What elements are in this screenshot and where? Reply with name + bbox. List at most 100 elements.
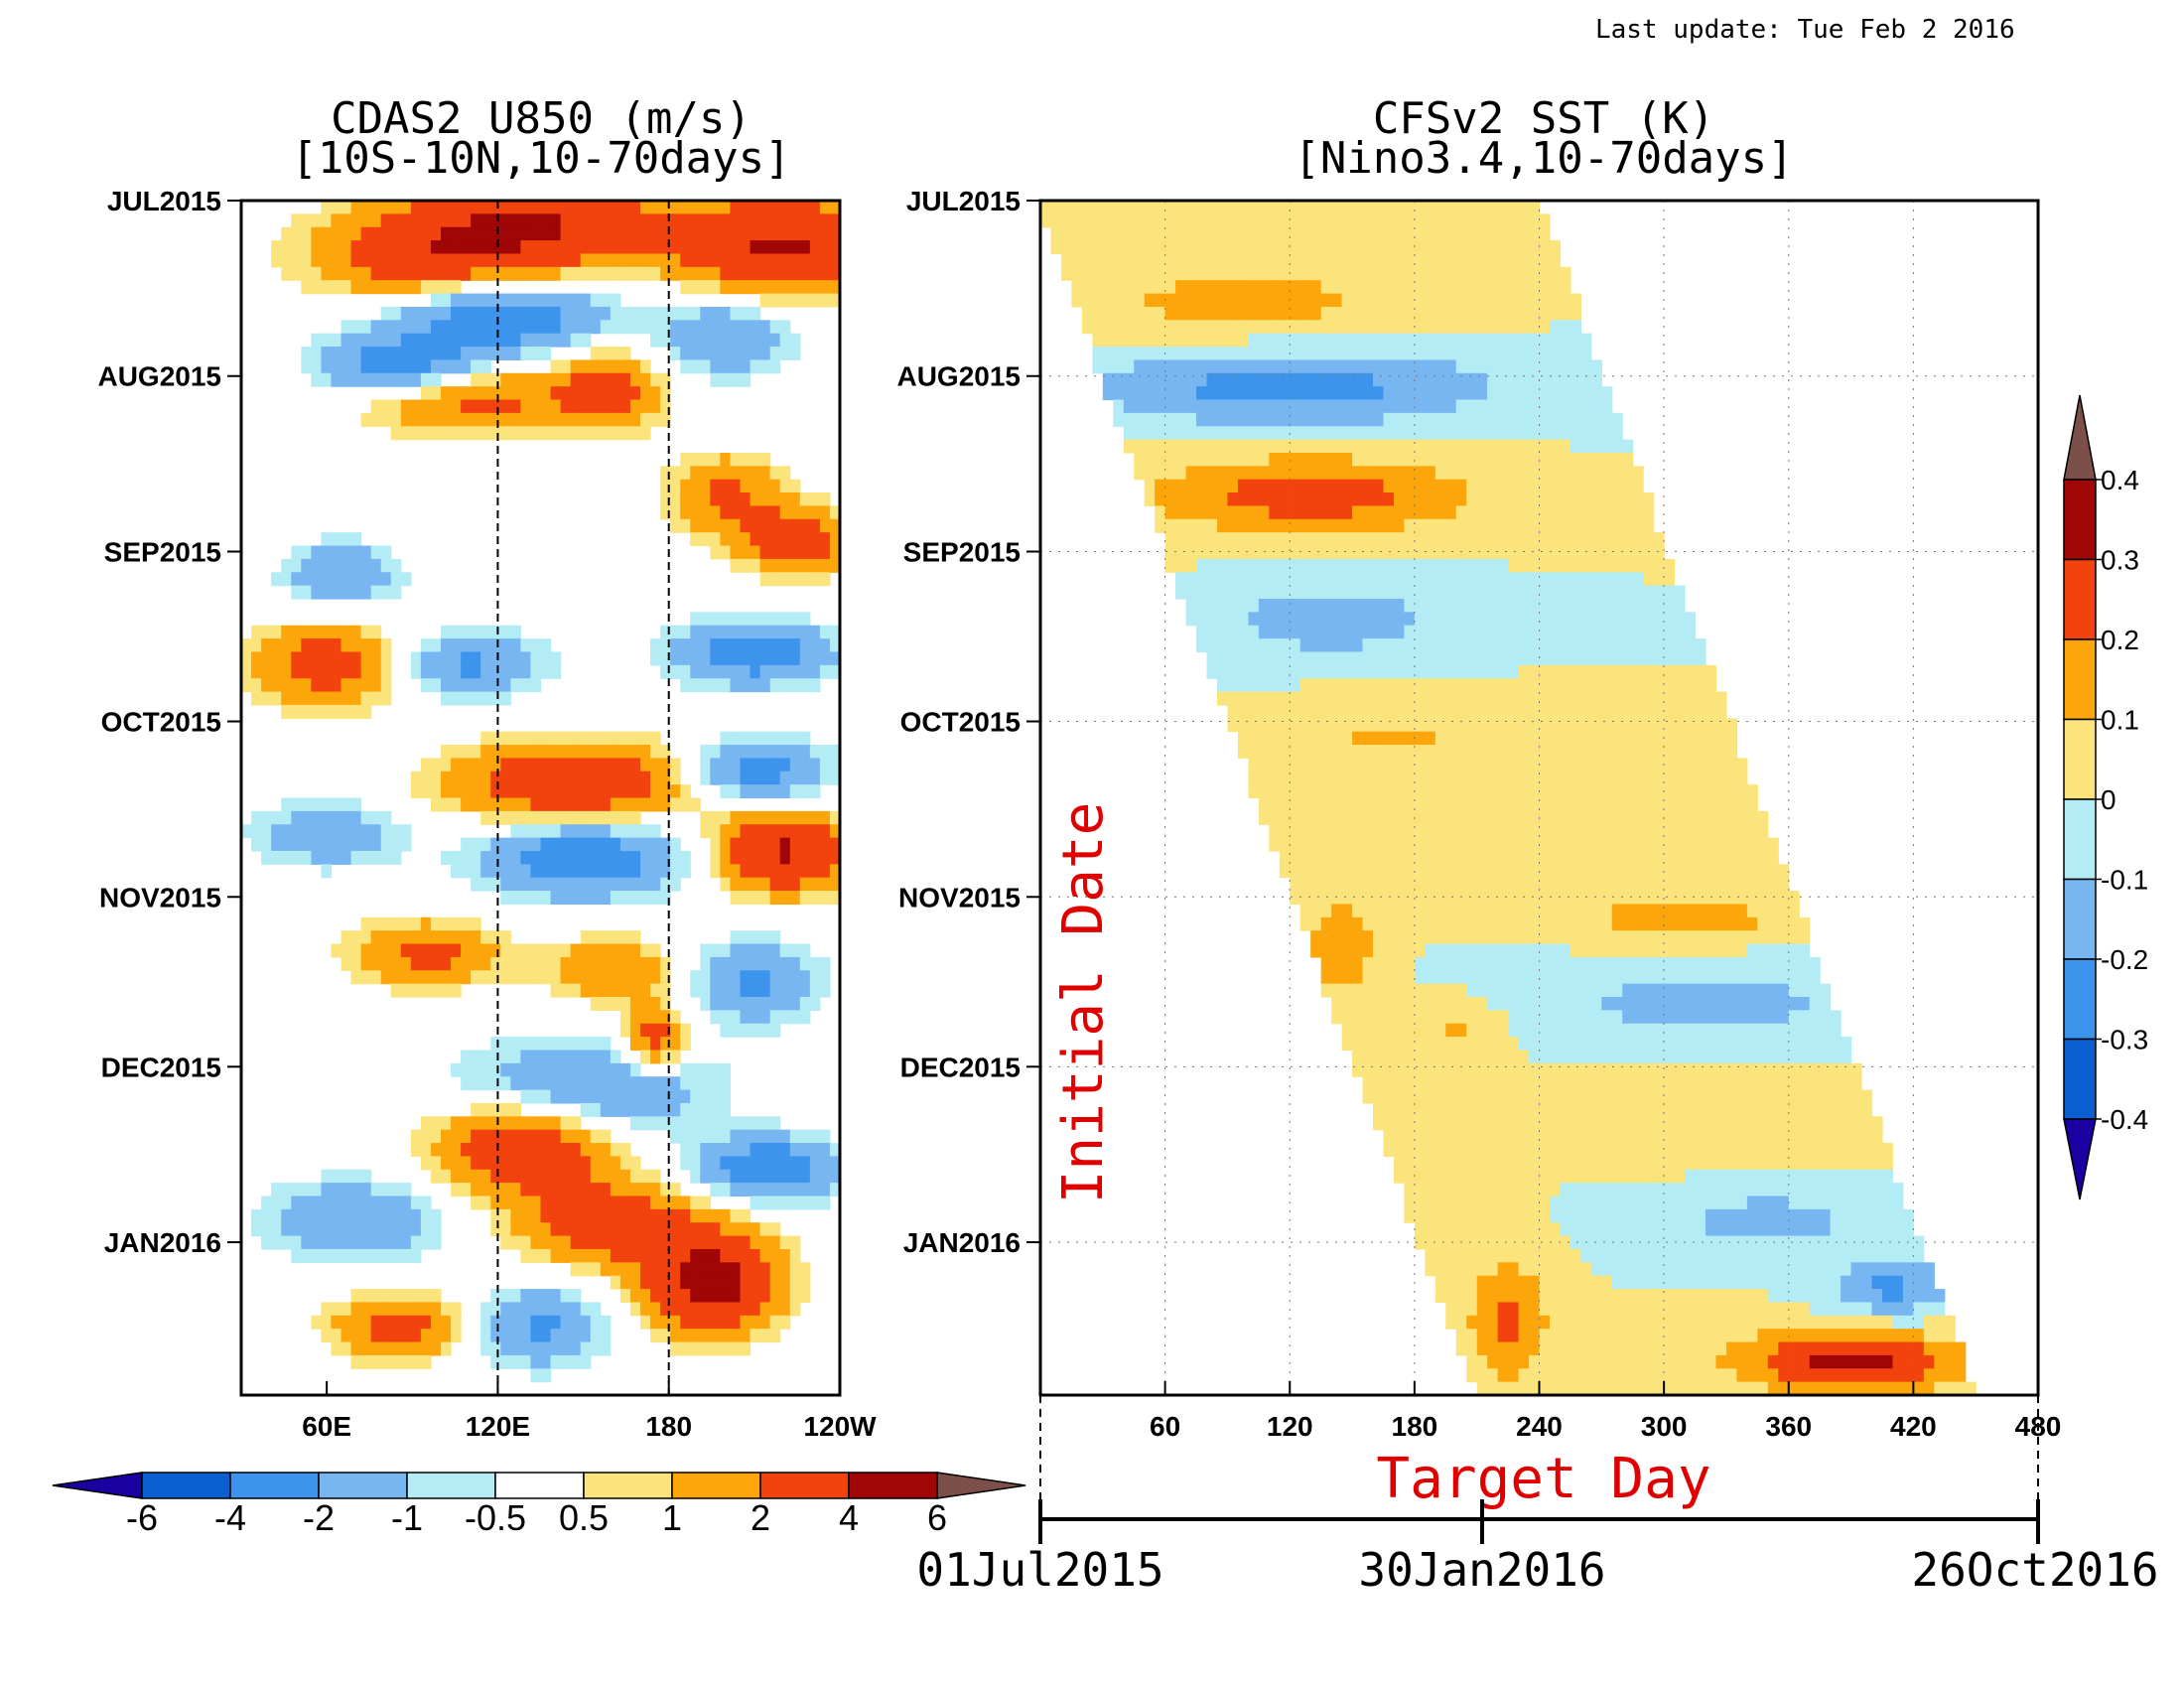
heatmap-cell xyxy=(350,240,362,255)
heatmap-cell xyxy=(1196,320,1208,335)
heatmap-cell xyxy=(1393,545,1406,560)
heatmap-cell xyxy=(530,771,542,785)
heatmap-cell xyxy=(1320,877,1332,892)
heatmap-cell xyxy=(1310,943,1322,958)
heatmap-cell xyxy=(291,638,302,653)
heatmap-cell xyxy=(441,253,452,268)
heatmap-cell xyxy=(1237,399,1249,414)
heatmap-cell xyxy=(1487,1116,1499,1131)
heatmap-cell xyxy=(1227,585,1239,600)
heatmap-cell xyxy=(680,1262,691,1277)
heatmap-cell xyxy=(690,625,701,639)
heatmap-cell xyxy=(550,1196,562,1210)
heatmap-cell xyxy=(1476,810,1488,825)
heatmap-cell xyxy=(1216,372,1229,387)
heatmap-cell xyxy=(520,651,532,666)
heatmap-cell xyxy=(461,1156,472,1171)
heatmap-cell xyxy=(510,810,521,825)
heatmap-cell xyxy=(1466,930,1478,945)
heatmap-cell xyxy=(281,226,292,241)
heatmap-cell xyxy=(720,359,732,374)
heatmap-cell xyxy=(420,664,432,679)
heatmap-cell xyxy=(1206,253,1218,268)
heatmap-cell xyxy=(1414,704,1426,719)
heatmap-cell xyxy=(600,983,612,998)
heatmap-cell xyxy=(1134,386,1146,401)
heatmap-cell xyxy=(1383,625,1395,639)
heatmap-cell xyxy=(1362,240,1374,255)
heatmap-cell xyxy=(670,320,681,335)
heatmap-cell xyxy=(789,518,801,533)
heatmap-cell xyxy=(1248,718,1260,733)
heatmap-cell xyxy=(341,1341,352,1356)
heatmap-cell xyxy=(1393,347,1406,360)
heatmap-cell xyxy=(400,1315,412,1330)
heatmap-cell xyxy=(610,372,621,387)
heatmap-cell xyxy=(1310,226,1322,241)
heatmap-cell xyxy=(1383,492,1395,507)
heatmap-cell xyxy=(1279,837,1291,852)
heatmap-cell xyxy=(740,240,751,255)
heatmap-cell xyxy=(1196,585,1208,600)
heatmap-cell xyxy=(461,253,472,268)
heatmap-cell xyxy=(1445,1169,1457,1184)
heatmap-cell xyxy=(700,612,711,627)
heatmap-cell xyxy=(1320,970,1332,985)
heatmap-cell xyxy=(1362,545,1374,560)
heatmap-cell xyxy=(730,983,742,998)
heatmap-cell xyxy=(759,997,771,1011)
heatmap-cell xyxy=(1092,201,1104,214)
heatmap-cell xyxy=(1393,599,1406,613)
heatmap-cell xyxy=(1455,1076,1467,1091)
heatmap-cell xyxy=(530,1143,542,1157)
heatmap-cell xyxy=(1434,784,1446,799)
heatmap-cell xyxy=(619,943,631,958)
heatmap-cell xyxy=(1404,983,1416,998)
heatmap-cell xyxy=(1414,558,1426,573)
heatmap-cell xyxy=(510,372,521,387)
heatmap-cell xyxy=(629,213,641,228)
heatmap-cell xyxy=(759,1235,771,1250)
heatmap-cell xyxy=(530,956,542,971)
heatmap-cell xyxy=(1362,479,1374,493)
heatmap-cell xyxy=(1352,771,1364,785)
heatmap-cell xyxy=(1404,810,1416,825)
heatmap-cell xyxy=(1164,492,1176,507)
heatmap-cell xyxy=(769,518,781,533)
heatmap-cell xyxy=(829,293,840,308)
heatmap-cell xyxy=(341,678,352,693)
heatmap-cell xyxy=(1383,412,1395,427)
heatmap-cell xyxy=(720,638,732,653)
heatmap-cell xyxy=(660,745,671,759)
heatmap-cell xyxy=(1248,572,1260,587)
heatmap-cell xyxy=(1290,518,1301,533)
heatmap-cell xyxy=(1487,372,1499,387)
heatmap-cell xyxy=(1497,347,1509,360)
heatmap-cell xyxy=(1383,333,1395,348)
heatmap-cell xyxy=(410,1329,422,1343)
heatmap-cell xyxy=(500,1156,511,1171)
heatmap-cell xyxy=(451,625,462,639)
heatmap-cell xyxy=(1393,253,1406,268)
heatmap-cell xyxy=(700,1341,711,1356)
heatmap-cell xyxy=(1466,1208,1478,1223)
heatmap-cell xyxy=(471,651,481,666)
heatmap-cell xyxy=(1144,452,1156,467)
heatmap-cell xyxy=(370,1222,382,1237)
heatmap-cell xyxy=(520,1248,532,1263)
heatmap-cell xyxy=(1393,1143,1406,1157)
heatmap-cell xyxy=(520,1169,532,1184)
heatmap-cell xyxy=(410,306,422,321)
heatmap-cell xyxy=(350,266,362,281)
heatmap-cell xyxy=(700,253,711,268)
heatmap-cell xyxy=(580,266,592,281)
heatmap-cell xyxy=(370,372,382,387)
heatmap-cell xyxy=(461,916,472,931)
heatmap-cell xyxy=(281,678,292,693)
heatmap-cell xyxy=(690,1289,701,1304)
heatmap-cell xyxy=(1373,612,1385,627)
heatmap-cell xyxy=(1279,718,1291,733)
heatmap-cell xyxy=(360,333,372,348)
heatmap-cell xyxy=(829,253,840,268)
heatmap-cell xyxy=(1248,452,1260,467)
